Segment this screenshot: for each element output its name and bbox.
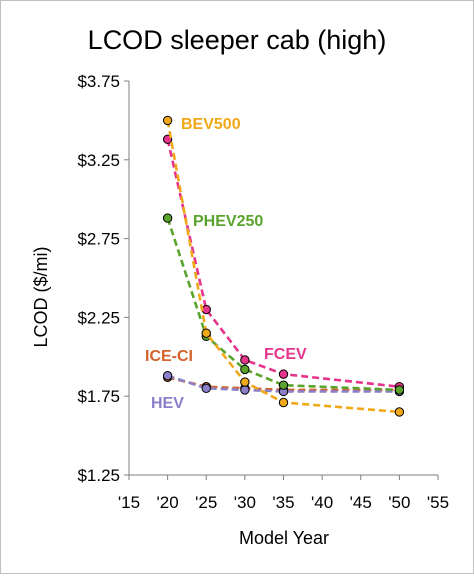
data-point xyxy=(201,304,211,315)
data-point xyxy=(201,383,211,394)
data-point xyxy=(394,407,405,417)
data-point xyxy=(394,385,405,395)
x-tick-label: '15 xyxy=(118,493,140,512)
x-tick-label: '30 xyxy=(234,493,256,512)
y-tick-label: $3.75 xyxy=(77,72,120,91)
y-tick-label: $2.25 xyxy=(77,308,120,327)
series-label-phev250: PHEV250 xyxy=(193,213,263,230)
series-line xyxy=(166,120,400,414)
series-phev250 xyxy=(162,213,405,395)
series-labels: ICE-CI HEV FCEV PHEV250 BEV500 xyxy=(145,116,307,412)
data-point xyxy=(278,397,289,408)
chart-title: LCOD sleeper cab (high) xyxy=(88,25,387,55)
series-layer xyxy=(162,115,405,417)
data-point xyxy=(162,371,173,381)
axes: $1.25 $1.75 $2.25 $2.75 $3.25 $3.75 '15 '20 '25 '… xyxy=(77,72,449,512)
series-label-hev: HEV xyxy=(151,395,184,412)
x-tick-label: '25 xyxy=(195,493,217,512)
data-point xyxy=(162,115,173,126)
data-point xyxy=(240,364,250,375)
series-line xyxy=(166,217,400,392)
data-point xyxy=(278,369,289,379)
y-tick-label: $1.25 xyxy=(77,466,120,485)
x-tick-label: '40 xyxy=(311,493,333,512)
y-axis-title: LCOD ($/mi) xyxy=(31,246,51,347)
series-bev500 xyxy=(162,115,405,417)
series-label-bev500: BEV500 xyxy=(181,116,241,133)
y-tick-label: $2.75 xyxy=(77,230,120,249)
data-point xyxy=(162,213,173,223)
x-tick-label: '55 xyxy=(427,493,449,512)
x-tick-label: '50 xyxy=(388,493,410,512)
series-label-fcev: FCEV xyxy=(264,346,307,363)
series-fcev xyxy=(162,134,405,392)
data-point xyxy=(278,380,289,390)
y-tick-label: $3.25 xyxy=(77,151,120,170)
x-tick-label: '45 xyxy=(350,493,372,512)
series-label-ice-ci: ICE-CI xyxy=(145,348,193,365)
x-axis-title: Model Year xyxy=(239,528,329,548)
series-line xyxy=(166,139,400,389)
y-tick-label: $1.75 xyxy=(77,387,120,406)
x-tick-label: '35 xyxy=(272,493,294,512)
data-point xyxy=(240,377,250,387)
data-point xyxy=(240,355,250,365)
data-point xyxy=(240,385,250,395)
data-point xyxy=(201,328,211,338)
x-tick-label: '20 xyxy=(157,493,179,512)
